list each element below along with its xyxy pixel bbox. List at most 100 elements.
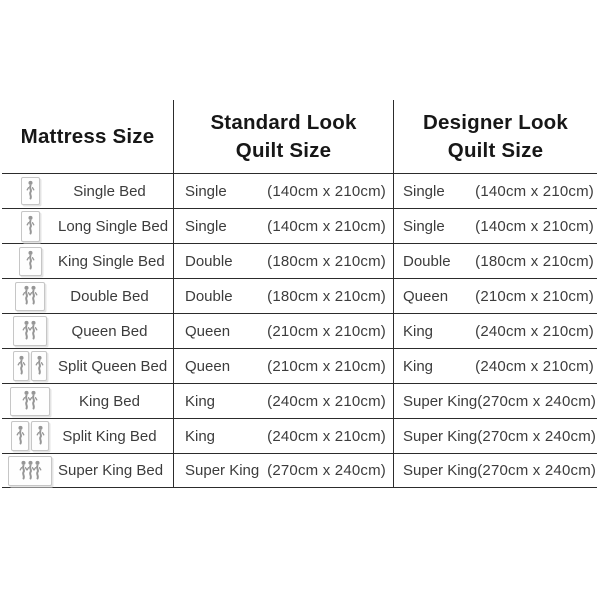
standard-quilt-cell: King (240cm x 210cm) xyxy=(173,419,393,453)
person-sleeper-icon xyxy=(26,180,34,200)
designer-quilt-size-name: Single xyxy=(403,217,445,235)
standard-quilt-size-name: Double xyxy=(185,252,233,270)
bed-outline xyxy=(10,386,50,416)
mattress-size-cell: Split Queen Bed xyxy=(2,349,173,383)
table-row: King Bed King (240cm x 210cm) Super King… xyxy=(2,383,597,418)
mattress-size-cell: King Single Bed xyxy=(2,244,173,278)
designer-quilt-dimensions: (270cm x 240cm) xyxy=(477,392,597,410)
designer-quilt-cell: Single (140cm x 210cm) xyxy=(393,174,597,208)
standard-quilt-cell: Queen (210cm x 210cm) xyxy=(173,349,393,383)
designer-quilt-size-name: Super King xyxy=(403,462,478,479)
mattress-size-cell: Single Bed xyxy=(2,174,173,208)
split-queen-bed-occupancy-icon xyxy=(2,351,58,381)
double-bed-occupancy-icon xyxy=(2,281,58,311)
bed-outline xyxy=(31,421,49,451)
table-row: Super King Bed Super King (270cm x 240cm… xyxy=(2,453,597,488)
mattress-size-cell: Long Single Bed xyxy=(2,209,173,243)
standard-quilt-dimensions: (140cm x 210cm) xyxy=(267,217,386,235)
person-sleeper-icon xyxy=(29,285,38,305)
column-header-designer-look: Designer Look Quilt Size xyxy=(393,100,597,173)
person-sleeper-icon xyxy=(26,215,34,235)
designer-quilt-cell: Queen (210cm x 210cm) xyxy=(393,279,597,313)
queen-bed-occupancy-icon xyxy=(2,316,58,346)
designer-quilt-dimensions: (140cm x 210cm) xyxy=(475,217,594,235)
designer-quilt-size-name: Queen xyxy=(403,287,449,305)
table-row: Split King Bed King (240cm x 210cm) Supe… xyxy=(2,418,597,453)
table-row: King Single Bed Double (180cm x 210cm) D… xyxy=(2,243,597,278)
table-body: Single Bed Single (140cm x 210cm) Single… xyxy=(2,173,597,488)
designer-quilt-cell: Single (140cm x 210cm) xyxy=(393,209,597,243)
table-row: Queen Bed Queen (210cm x 210cm) King (24… xyxy=(2,313,597,348)
mattress-name: Super King Bed xyxy=(58,462,164,479)
standard-quilt-cell: King (240cm x 210cm) xyxy=(173,384,393,418)
table-row: Split Queen Bed Queen (210cm x 210cm) Ki… xyxy=(2,348,597,383)
person-sleeper-icon xyxy=(33,460,41,479)
person-sleeper-icon xyxy=(26,460,34,479)
mattress-name: Single Bed xyxy=(73,182,146,200)
designer-quilt-size-name: Super King xyxy=(403,427,478,445)
mattress-name: Long Single Bed xyxy=(58,217,169,235)
mattress-name: Split Queen Bed xyxy=(58,357,168,375)
designer-quilt-size-name: King xyxy=(403,322,434,340)
mattress-name: Double Bed xyxy=(70,287,149,305)
standard-quilt-dimensions: (180cm x 210cm) xyxy=(267,252,386,270)
designer-quilt-cell: King (240cm x 210cm) xyxy=(393,314,597,348)
person-sleeper-icon xyxy=(29,390,38,410)
designer-quilt-cell: Double (180cm x 210cm) xyxy=(393,244,597,278)
bed-outline xyxy=(15,281,45,311)
column-header-label-line1: Designer Look xyxy=(423,111,568,135)
column-header-mattress-size: Mattress Size xyxy=(2,100,173,173)
column-header-label-line1: Standard Look xyxy=(210,111,357,135)
bed-outline xyxy=(31,351,47,381)
standard-quilt-cell: Single (140cm x 210cm) xyxy=(173,174,393,208)
standard-quilt-cell: Double (180cm x 210cm) xyxy=(173,244,393,278)
long-single-bed-occupancy-icon xyxy=(2,210,58,242)
designer-quilt-size-name: Super King xyxy=(403,392,478,410)
bed-outline xyxy=(18,246,42,276)
standard-quilt-dimensions: (210cm x 210cm) xyxy=(267,357,386,375)
bed-outline xyxy=(8,455,52,486)
standard-quilt-dimensions: (240cm x 210cm) xyxy=(267,392,386,410)
super-king-bed-occupancy-icon xyxy=(2,455,58,486)
standard-quilt-size-name: Double xyxy=(185,287,233,305)
person-sleeper-icon xyxy=(35,355,43,375)
designer-quilt-cell: King (240cm x 210cm) xyxy=(393,349,597,383)
standard-quilt-dimensions: (210cm x 210cm) xyxy=(267,322,386,340)
single-bed-occupancy-icon xyxy=(2,177,58,205)
mattress-size-cell: Super King Bed xyxy=(2,454,173,487)
designer-quilt-cell: Super King (270cm x 240cm) xyxy=(393,419,597,453)
table-header-row: Mattress Size Standard Look Quilt Size D… xyxy=(2,100,597,173)
designer-quilt-size-name: King xyxy=(403,357,434,375)
mattress-size-cell: Split King Bed xyxy=(2,419,173,453)
standard-quilt-cell: Super King (270cm x 240cm) xyxy=(173,454,393,487)
bed-outline xyxy=(11,421,29,451)
standard-quilt-cell: Double (180cm x 210cm) xyxy=(173,279,393,313)
person-sleeper-icon xyxy=(19,460,27,479)
mattress-size-cell: King Bed xyxy=(2,384,173,418)
standard-quilt-size-name: Single xyxy=(185,182,227,200)
king-single-bed-occupancy-icon xyxy=(2,246,58,276)
standard-quilt-size-name: Super King xyxy=(185,462,260,479)
standard-quilt-size-name: Queen xyxy=(185,322,231,340)
column-header-label-line2: Quilt Size xyxy=(447,138,544,162)
person-sleeper-icon xyxy=(26,250,34,270)
designer-quilt-dimensions: (270cm x 240cm) xyxy=(477,462,597,479)
person-sleeper-icon xyxy=(16,425,24,445)
split-king-bed-occupancy-icon xyxy=(2,421,58,451)
designer-quilt-size-name: Single xyxy=(403,182,445,200)
king-bed-occupancy-icon xyxy=(2,386,58,416)
bed-outline xyxy=(20,177,40,205)
designer-quilt-dimensions: (270cm x 240cm) xyxy=(477,427,597,445)
standard-quilt-dimensions: (270cm x 240cm) xyxy=(267,462,386,479)
mattress-size-cell: Double Bed xyxy=(2,279,173,313)
designer-quilt-size-name: Double xyxy=(403,252,451,270)
mattress-name: Split King Bed xyxy=(62,427,157,445)
quilt-size-comparison-table: Mattress Size Standard Look Quilt Size D… xyxy=(2,100,597,488)
mattress-name: King Single Bed xyxy=(58,252,165,270)
person-sleeper-icon xyxy=(17,355,25,375)
table-row: Long Single Bed Single (140cm x 210cm) S… xyxy=(2,208,597,243)
mattress-name: King Bed xyxy=(79,392,140,410)
designer-quilt-cell: Super King (270cm x 240cm) xyxy=(393,454,597,487)
table-row: Single Bed Single (140cm x 210cm) Single… xyxy=(2,173,597,208)
standard-quilt-cell: Queen (210cm x 210cm) xyxy=(173,314,393,348)
